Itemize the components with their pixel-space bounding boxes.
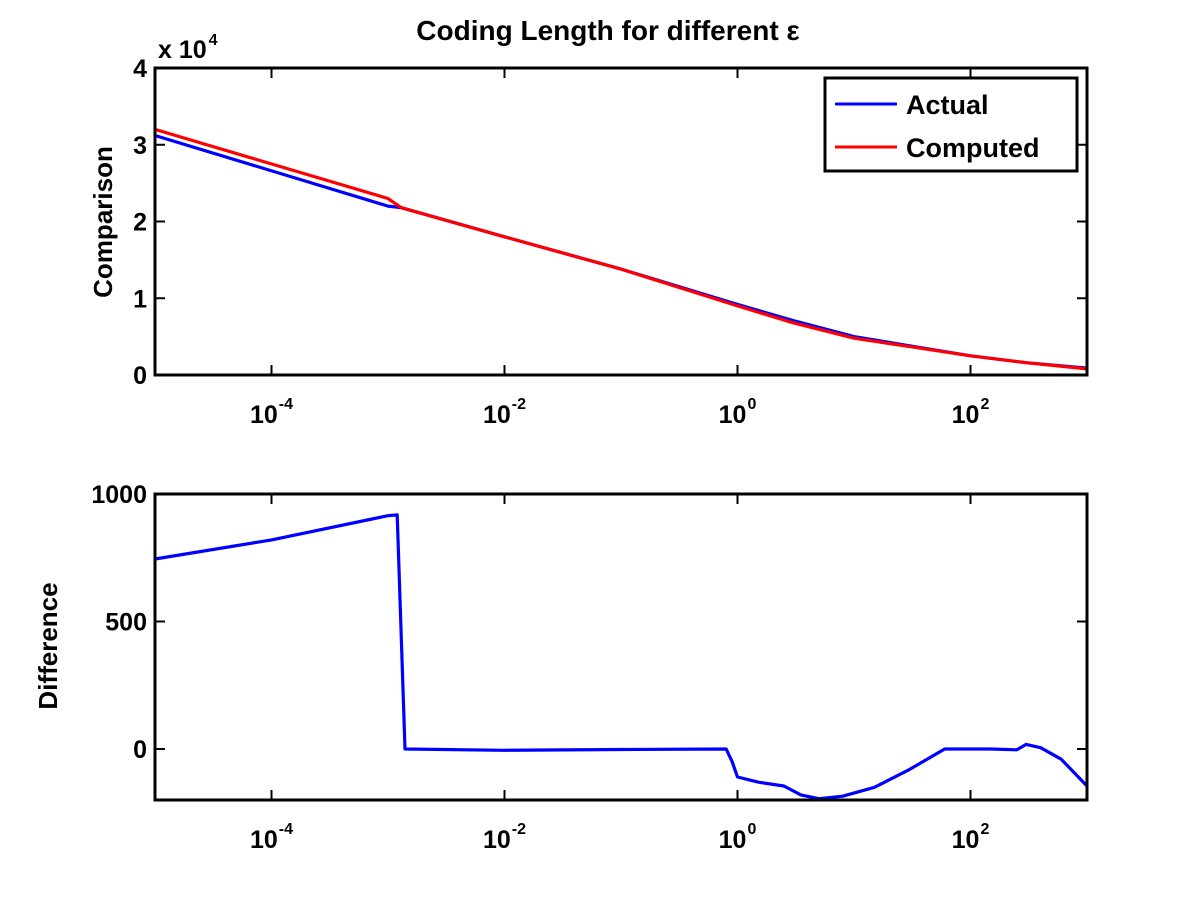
- x-tick-label: 10-4: [250, 396, 293, 429]
- y-tick-label: 3: [133, 132, 147, 160]
- plot-frame: [153, 66, 1089, 377]
- x-tick-label: 102: [952, 821, 990, 854]
- x-tick-label: 102: [952, 396, 990, 429]
- difference-plot-area: 10-4 10-2 100 102 0 500 1000: [91, 481, 1089, 854]
- x-tick-label: 100: [719, 396, 757, 429]
- comparison-plot-area: 10-4 10-2 100 102 0 1 2 3 4: [133, 55, 1088, 429]
- y-tick-label: 4: [133, 55, 147, 83]
- series-line-difference: [154, 513, 1089, 801]
- y-tick-label: 2: [133, 209, 147, 237]
- plot-frame: [153, 492, 1089, 802]
- x-tick-label: 10-4: [250, 821, 293, 854]
- y-tick-label: 500: [105, 609, 147, 637]
- chart-title: Coding Length for different ε: [416, 15, 799, 46]
- x-tick-label: 100: [719, 821, 757, 854]
- y-tick-label: 1000: [91, 481, 147, 509]
- y-axis-label: Comparison: [88, 146, 118, 298]
- comparison-panel: Coding Length for different ε x 10 4 Comp…: [88, 15, 1089, 429]
- y-multiplier: x 10 4: [158, 32, 218, 64]
- y-tick-label: 1: [133, 285, 147, 313]
- x-tick-label: 10-2: [483, 821, 526, 854]
- y-tick-label: 0: [133, 736, 147, 764]
- x-tick-label: 10-2: [483, 396, 526, 429]
- legend-label-computed: Computed: [906, 133, 1039, 163]
- legend-box: [823, 76, 1079, 173]
- legend-label-actual: Actual: [906, 90, 989, 120]
- y-tick-label: 0: [133, 362, 147, 390]
- difference-panel: Difference 10-4 10-2 100 102 0 500 1000: [33, 481, 1089, 854]
- legend: Actual Computed: [823, 76, 1079, 173]
- series-line-computed: [154, 127, 1088, 371]
- y-axis-label: Difference: [33, 582, 63, 709]
